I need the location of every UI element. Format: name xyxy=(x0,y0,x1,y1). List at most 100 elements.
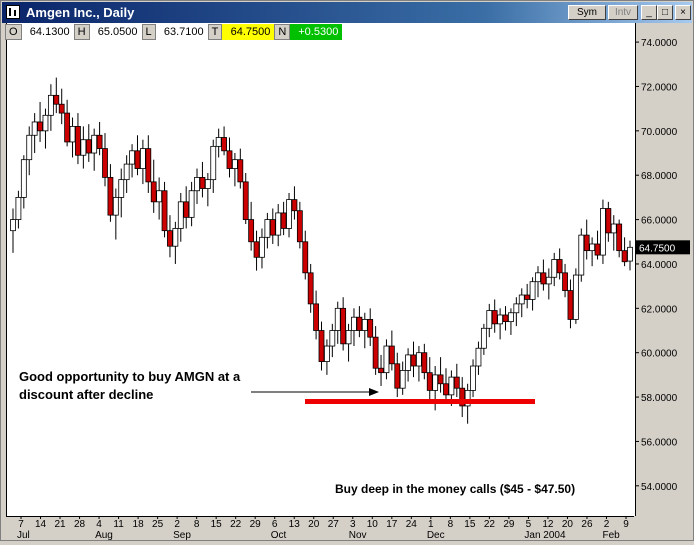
candle-body xyxy=(545,276,552,285)
minimize-button[interactable]: _ xyxy=(641,5,657,20)
candle-body xyxy=(58,103,65,114)
candle-body xyxy=(432,374,439,391)
open-value: 64.1300 xyxy=(21,24,74,40)
candle-body xyxy=(248,219,255,243)
window-title: Amgen Inc., Daily xyxy=(26,5,135,20)
time-tick-label: 28 xyxy=(74,519,86,530)
candle-body xyxy=(318,330,325,362)
open-key: O xyxy=(5,24,22,40)
time-tick-label: 15 xyxy=(211,519,223,530)
time-tick-label: 15 xyxy=(464,519,476,530)
candle-body xyxy=(497,314,504,325)
candle-body xyxy=(280,212,287,229)
candle-body xyxy=(583,234,590,252)
candle-body xyxy=(518,294,525,305)
candle-body xyxy=(96,134,103,149)
price-tick-label: 70.0000 xyxy=(641,127,678,138)
candle-body xyxy=(161,190,168,232)
chart-app-icon xyxy=(6,5,20,19)
time-tick-label: 14 xyxy=(35,519,47,530)
time-tick-label: 5 xyxy=(526,519,532,530)
annotation-arrowhead xyxy=(369,388,379,396)
candle-body xyxy=(150,181,157,203)
candle-body xyxy=(102,148,108,178)
candle-body xyxy=(475,347,482,367)
candle-body xyxy=(562,272,568,291)
candle-body xyxy=(421,352,428,374)
price-tick-label: 56.0000 xyxy=(641,437,678,448)
candle-body xyxy=(215,137,222,147)
candle-body xyxy=(307,272,314,305)
interval-button[interactable]: Intv xyxy=(608,5,638,20)
candle-body xyxy=(556,259,563,274)
annotation-calls: Buy deep in the money calls ($45 - $47.5… xyxy=(335,482,575,496)
candle-body xyxy=(388,345,395,365)
candle-body xyxy=(572,274,579,320)
candle-body xyxy=(470,365,476,391)
candle-body xyxy=(47,94,54,116)
month-label: Oct xyxy=(271,530,287,540)
last-key: T xyxy=(207,24,223,40)
time-axis[interactable]: 7 14 21 28 4 11 18 25 2 8 15 22 29 6 13 20 27 3 10 17 24 1 8 15… xyxy=(6,516,634,541)
candle-body xyxy=(75,126,81,156)
candle-body xyxy=(399,370,406,389)
candle-body xyxy=(53,94,60,105)
candle-body xyxy=(464,390,471,407)
candle-body xyxy=(253,241,260,258)
price-tick-label: 60.0000 xyxy=(641,349,678,360)
candle-body xyxy=(221,137,227,152)
candle-body xyxy=(264,219,271,238)
time-tick-label: 29 xyxy=(250,519,262,530)
candle-body xyxy=(26,134,33,161)
time-tick-label: 7 xyxy=(18,519,24,530)
chart-plot-area[interactable]: Good opportunity to buy AMGN at a discoun… xyxy=(6,23,635,516)
candle-body xyxy=(535,272,541,283)
time-tick-label: 2 xyxy=(604,519,610,530)
candle-body xyxy=(91,134,98,154)
candle-body xyxy=(226,150,233,169)
candle-body xyxy=(20,159,27,198)
time-tick-label: 18 xyxy=(133,519,145,530)
time-tick-label: 8 xyxy=(448,519,454,530)
maximize-button[interactable]: □ xyxy=(657,5,673,20)
candle-body xyxy=(578,234,585,276)
ohlc-readout: O 64.1300 H 65.0500 L 63.7100 T 64.7500 … xyxy=(5,24,343,40)
high-value: 65.0500 xyxy=(89,24,142,40)
time-tick-label: 4 xyxy=(96,519,102,530)
candle-body xyxy=(405,354,411,371)
time-tick-label: 11 xyxy=(113,519,124,530)
candle-body xyxy=(529,281,536,300)
candle-body xyxy=(210,145,217,181)
last-price-label: 64.7500 xyxy=(639,243,676,254)
candle-body xyxy=(508,312,514,323)
time-tick-label: 27 xyxy=(328,519,340,530)
net-change-key: N xyxy=(274,24,291,40)
candle-body xyxy=(567,290,574,320)
candle-body xyxy=(31,121,38,136)
candle-body xyxy=(480,327,487,349)
symbol-button[interactable]: Sym xyxy=(568,5,606,20)
candle-body xyxy=(361,319,368,331)
candle-body xyxy=(378,367,384,374)
candle-body xyxy=(448,376,455,396)
time-tick-label: 12 xyxy=(542,519,554,530)
candle-body xyxy=(123,163,130,181)
candle-body xyxy=(340,307,347,345)
price-axis[interactable]: 74.0000 72.0000 70.0000 68.0000 66.0000 64.00… xyxy=(635,23,693,516)
candle-body xyxy=(324,345,330,362)
low-key: L xyxy=(141,24,156,40)
close-button[interactable]: × xyxy=(675,5,691,20)
title-bar[interactable]: Amgen Inc., Daily Sym Intv _ □ × xyxy=(2,2,692,23)
time-tick-label: 9 xyxy=(623,519,629,530)
time-tick-label: 29 xyxy=(503,519,515,530)
candle-body xyxy=(627,246,633,262)
time-tick-label: 10 xyxy=(367,519,379,530)
candle-body xyxy=(491,310,498,325)
time-tick-label: 3 xyxy=(350,519,356,530)
candle-body xyxy=(269,219,276,236)
candle-body xyxy=(410,354,417,367)
candle-body xyxy=(329,330,336,347)
candle-body xyxy=(112,196,119,216)
candle-body xyxy=(296,210,303,243)
candle-body xyxy=(188,190,195,218)
